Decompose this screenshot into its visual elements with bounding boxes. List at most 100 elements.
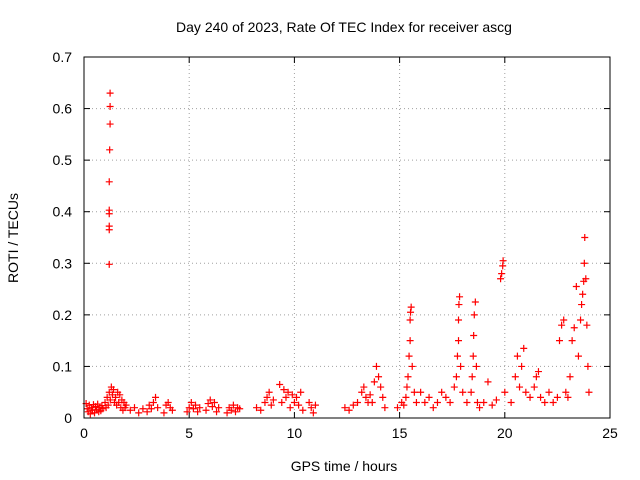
data-point bbox=[585, 388, 593, 396]
data-point bbox=[578, 301, 586, 309]
data-point bbox=[288, 391, 296, 399]
data-point bbox=[189, 405, 197, 413]
data-point bbox=[370, 378, 378, 386]
data-point bbox=[513, 352, 521, 360]
data-point bbox=[579, 290, 587, 298]
data-point bbox=[160, 409, 168, 417]
x-tick-label: 10 bbox=[287, 425, 303, 441]
data-point bbox=[541, 399, 549, 407]
data-point bbox=[227, 406, 235, 414]
data-point bbox=[152, 393, 160, 401]
data-point bbox=[472, 362, 480, 370]
y-tick-label: 0.4 bbox=[53, 204, 73, 220]
data-point bbox=[280, 386, 288, 394]
data-point bbox=[106, 103, 114, 111]
data-point bbox=[452, 373, 460, 381]
data-point bbox=[480, 399, 488, 407]
data-point bbox=[438, 388, 446, 396]
data-point bbox=[516, 383, 524, 391]
data-point bbox=[106, 396, 114, 404]
y-tick-label: 0 bbox=[64, 410, 72, 426]
data-point bbox=[309, 409, 317, 417]
data-point bbox=[354, 399, 362, 407]
data-point bbox=[192, 401, 200, 409]
data-points bbox=[82, 89, 593, 418]
data-point bbox=[468, 373, 476, 381]
data-point bbox=[229, 401, 237, 409]
data-point bbox=[381, 404, 389, 412]
chart-title: Day 240 of 2023, Rate Of TEC Index for r… bbox=[176, 19, 512, 35]
data-point bbox=[379, 393, 387, 401]
data-point bbox=[305, 399, 313, 407]
data-point bbox=[556, 337, 564, 345]
data-point bbox=[149, 399, 157, 407]
data-point bbox=[507, 399, 515, 407]
data-point bbox=[455, 337, 463, 345]
data-point bbox=[210, 399, 218, 407]
data-point bbox=[497, 275, 505, 283]
data-point bbox=[488, 401, 496, 409]
data-point bbox=[407, 303, 415, 311]
data-point bbox=[453, 352, 461, 360]
data-point bbox=[471, 298, 479, 306]
data-point bbox=[463, 399, 471, 407]
data-point bbox=[116, 391, 124, 399]
data-point bbox=[261, 399, 269, 407]
data-point bbox=[412, 399, 420, 407]
data-point bbox=[476, 404, 484, 412]
data-point bbox=[499, 257, 507, 265]
data-point bbox=[269, 396, 277, 404]
data-point bbox=[406, 316, 414, 324]
data-point bbox=[553, 393, 561, 401]
data-point bbox=[377, 383, 385, 391]
data-point bbox=[582, 275, 590, 283]
data-point bbox=[570, 324, 578, 332]
data-point bbox=[425, 393, 433, 401]
data-point bbox=[187, 399, 195, 407]
data-point bbox=[520, 344, 528, 352]
data-point bbox=[86, 410, 94, 418]
data-point bbox=[94, 400, 102, 408]
data-point bbox=[276, 380, 284, 388]
data-point bbox=[263, 393, 271, 401]
y-tick-label: 0.6 bbox=[53, 101, 73, 117]
data-point bbox=[122, 401, 130, 409]
data-point bbox=[518, 362, 526, 370]
data-point bbox=[278, 399, 286, 407]
data-point bbox=[456, 293, 464, 301]
data-point bbox=[295, 401, 303, 409]
data-point bbox=[562, 388, 570, 396]
data-point bbox=[267, 401, 275, 409]
data-point bbox=[560, 316, 568, 324]
data-point bbox=[236, 405, 244, 413]
data-point bbox=[208, 403, 216, 411]
data-point bbox=[470, 331, 478, 339]
data-point bbox=[534, 368, 542, 376]
data-point bbox=[126, 406, 134, 414]
data-point bbox=[511, 373, 519, 381]
data-point bbox=[168, 406, 176, 414]
data-point bbox=[204, 400, 212, 408]
data-point bbox=[522, 388, 530, 396]
data-point bbox=[139, 405, 147, 413]
y-axis-label: ROTI / TECUs bbox=[5, 193, 21, 283]
data-point bbox=[368, 399, 376, 407]
data-point bbox=[98, 402, 106, 410]
data-point bbox=[498, 270, 506, 278]
data-point bbox=[405, 352, 413, 360]
data-point bbox=[450, 383, 458, 391]
data-point bbox=[215, 404, 223, 412]
data-point bbox=[135, 409, 143, 417]
data-point bbox=[473, 399, 481, 407]
data-point bbox=[442, 393, 450, 401]
data-point bbox=[584, 362, 592, 370]
data-point bbox=[183, 408, 191, 416]
data-point bbox=[105, 222, 113, 230]
plot-frame bbox=[83, 56, 611, 419]
data-point bbox=[558, 321, 566, 329]
data-point bbox=[545, 388, 553, 396]
data-point bbox=[580, 259, 588, 267]
data-point bbox=[421, 399, 429, 407]
data-point bbox=[526, 393, 534, 401]
